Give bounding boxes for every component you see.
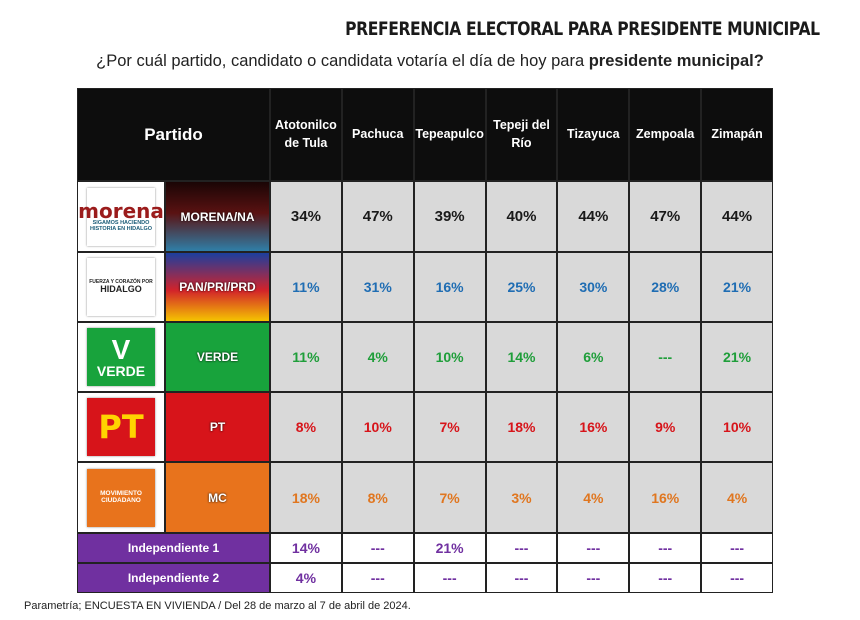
value-cell: 11% (270, 322, 342, 392)
value-cell: 44% (701, 181, 773, 252)
column-header: Tizayuca (557, 88, 630, 181)
value-cell: 14% (485, 322, 558, 392)
value-cell: 9% (629, 392, 702, 462)
value-cell: --- (557, 563, 630, 593)
value-cell: 39% (413, 181, 486, 252)
logo-text: morena (78, 199, 164, 223)
value-cell: --- (341, 533, 414, 563)
party-logo: MOVIMIENTO CIUDADANO (77, 462, 165, 533)
party-name: Independiente 2 (77, 563, 270, 593)
value-cell: 4% (557, 462, 630, 533)
logo-text: SIGAMOS HACIENDO (92, 220, 150, 226)
value-cell: --- (413, 563, 486, 593)
party-logo: morena SIGAMOS HACIENDO HISTORIA EN HIDALG… (77, 181, 165, 252)
value-cell: 21% (701, 322, 773, 392)
value-cell: 7% (413, 392, 486, 462)
subtitle-text: ¿Por cuál partido, candidato o candidata… (96, 52, 589, 70)
value-cell: 25% (485, 252, 558, 322)
party-name: VERDE (165, 322, 270, 392)
value-cell: 8% (341, 462, 414, 533)
value-cell: 30% (557, 252, 630, 322)
value-cell: 34% (270, 181, 342, 252)
logo-text: HISTORIA EN HIDALGO (89, 225, 153, 232)
value-cell: --- (485, 563, 558, 593)
value-cell: 6% (557, 322, 630, 392)
value-cell: 44% (557, 181, 630, 252)
value-cell: 10% (701, 392, 773, 462)
party-logo: PT (77, 392, 165, 462)
subtitle: ¿Por cuál partido, candidato o candidata… (0, 52, 860, 71)
value-cell: --- (629, 322, 702, 392)
value-cell: 21% (413, 533, 486, 563)
value-cell: 4% (270, 563, 342, 593)
value-cell: 47% (629, 181, 702, 252)
logo-box: V VERDE (87, 328, 155, 386)
value-cell: --- (557, 533, 630, 563)
column-header: Atotonilco de Tula (270, 88, 342, 181)
logo-text: HIDALGO (100, 284, 142, 294)
logo-text: FUERZA Y CORAZÓN POR (89, 279, 153, 285)
title: PREFERENCIA ELECTORAL PARA PRESIDENTE MU… (345, 18, 821, 40)
value-cell: 18% (485, 392, 558, 462)
value-cell: --- (701, 563, 773, 593)
party-name: MORENA/NA (165, 181, 270, 252)
logo-box: FUERZA Y CORAZÓN POR HIDALGO (87, 258, 155, 316)
value-cell: 4% (341, 322, 414, 392)
value-cell: 7% (413, 462, 486, 533)
value-cell: 47% (341, 181, 414, 252)
value-cell: 18% (270, 462, 342, 533)
party-name: PAN/PRI/PRD (165, 252, 270, 322)
column-header: Pachuca (341, 88, 414, 181)
value-cell: 10% (341, 392, 414, 462)
logo-box: PT (87, 398, 155, 456)
value-cell: --- (629, 563, 702, 593)
column-header: Tepeji del Río (485, 88, 558, 181)
logo-text: CIUDADANO (101, 496, 141, 504)
column-header: Tepeapulco (413, 88, 486, 181)
value-cell: 11% (270, 252, 342, 322)
corner-header: Partido (77, 88, 270, 181)
value-cell: 16% (413, 252, 486, 322)
party-logo: FUERZA Y CORAZÓN POR HIDALGO (77, 252, 165, 322)
subtitle-bold: presidente municipal? (588, 52, 764, 70)
value-cell: 14% (270, 533, 342, 563)
party-name: Independiente 1 (77, 533, 270, 563)
party-logo: V VERDE (77, 322, 165, 392)
logo-text: VERDE (96, 363, 146, 379)
value-cell: --- (485, 533, 558, 563)
logo-box: morena SIGAMOS HACIENDO HISTORIA EN HIDALG… (78, 187, 164, 246)
value-cell: 4% (701, 462, 773, 533)
value-cell: 16% (629, 462, 702, 533)
logo-box: MOVIMIENTO CIUDADANO (87, 468, 155, 527)
value-cell: 40% (485, 181, 558, 252)
value-cell: 28% (629, 252, 702, 322)
logo-text: PT (98, 408, 144, 446)
value-cell: 16% (557, 392, 630, 462)
value-cell: 10% (413, 322, 486, 392)
value-cell: 31% (341, 252, 414, 322)
column-header: Zempoala (629, 88, 702, 181)
value-cell: --- (629, 533, 702, 563)
footer: Parametría; ENCUESTA EN VIVIENDA / Del 2… (24, 600, 411, 612)
party-name: PT (165, 392, 270, 462)
logo-text: MOVIMIENTO (100, 490, 142, 497)
column-header: Zimapán (701, 88, 773, 181)
value-cell: --- (341, 563, 414, 593)
value-cell: 8% (270, 392, 342, 462)
value-cell: --- (701, 533, 773, 563)
value-cell: 3% (485, 462, 558, 533)
logo-text: V (111, 334, 131, 365)
value-cell: 21% (701, 252, 773, 322)
party-name: MC (165, 462, 270, 533)
